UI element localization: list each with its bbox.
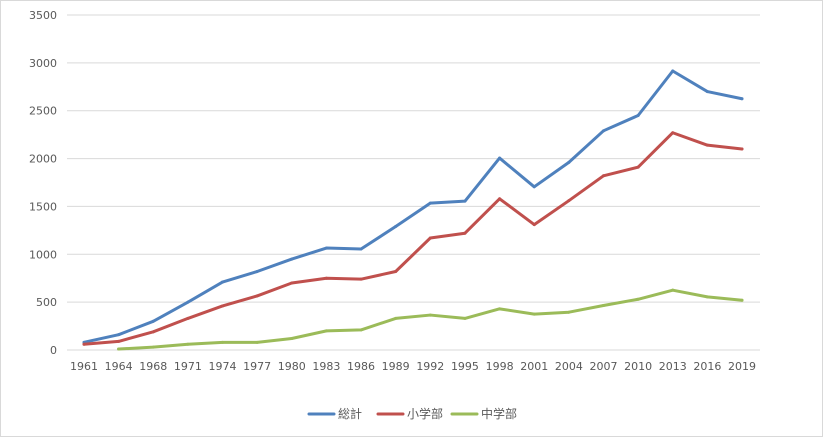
data-point — [740, 97, 744, 101]
data-point — [394, 270, 398, 274]
x-tick-label: 1992 — [416, 360, 444, 373]
x-tick-label: 2010 — [624, 360, 652, 373]
data-point — [324, 246, 328, 250]
y-tick-label: 1000 — [29, 248, 57, 261]
data-point — [463, 316, 467, 320]
data-point — [532, 185, 536, 189]
x-tick-label: 1983 — [312, 360, 340, 373]
data-point — [221, 304, 225, 308]
x-tick-label: 1995 — [451, 360, 479, 373]
y-tick-label: 3000 — [29, 57, 57, 70]
data-point — [636, 165, 640, 169]
legend-label: 小学部 — [407, 406, 443, 421]
y-tick-label: 0 — [50, 344, 57, 357]
y-tick-label: 2500 — [29, 105, 57, 118]
data-point — [290, 257, 294, 261]
data-point — [498, 307, 502, 311]
x-tick-label: 1964 — [105, 360, 133, 373]
data-point — [671, 288, 675, 292]
data-point — [290, 281, 294, 285]
series-lines — [82, 69, 744, 351]
x-tick-label: 2004 — [555, 360, 583, 373]
data-point — [740, 147, 744, 151]
data-point — [601, 174, 605, 178]
x-tick-label: 1968 — [139, 360, 167, 373]
data-point — [532, 223, 536, 227]
x-tick-label: 1986 — [347, 360, 375, 373]
data-point — [740, 298, 744, 302]
x-tick-label: 2016 — [693, 360, 721, 373]
data-point — [324, 329, 328, 333]
y-axis: 0 500 1000 1500 2000 2500 3000 3500 — [29, 9, 57, 357]
data-point — [255, 270, 259, 274]
data-point — [290, 337, 294, 341]
x-tick-label: 1977 — [243, 360, 271, 373]
x-tick-label: 2019 — [728, 360, 756, 373]
data-point — [705, 90, 709, 94]
legend: 総計 小学部 中学部 — [307, 406, 517, 421]
data-point — [186, 316, 190, 320]
data-point — [186, 300, 190, 304]
data-point — [394, 316, 398, 320]
data-point — [601, 129, 605, 133]
y-tick-label: 2000 — [29, 153, 57, 166]
legend-label: 中学部 — [481, 406, 517, 421]
legend-label: 総計 — [338, 406, 362, 421]
data-point — [705, 143, 709, 147]
y-tick-label: 1500 — [29, 200, 57, 213]
data-point — [601, 303, 605, 307]
data-point — [498, 197, 502, 201]
x-tick-label: 1971 — [174, 360, 202, 373]
data-point — [151, 330, 155, 334]
data-point — [117, 333, 121, 337]
series-line-1 — [82, 131, 744, 346]
data-point — [498, 156, 502, 160]
data-point — [428, 236, 432, 240]
data-point — [567, 310, 571, 314]
data-point — [463, 199, 467, 203]
data-point — [463, 231, 467, 235]
data-point — [82, 342, 86, 346]
data-point — [117, 339, 121, 343]
data-point — [705, 295, 709, 299]
x-tick-label: 2001 — [520, 360, 548, 373]
data-point — [359, 277, 363, 281]
data-point — [186, 342, 190, 346]
data-point — [255, 294, 259, 298]
data-point — [394, 225, 398, 229]
data-point — [532, 312, 536, 316]
data-point — [221, 280, 225, 284]
y-tick-label: 500 — [36, 296, 57, 309]
data-point — [636, 297, 640, 301]
data-point — [117, 347, 121, 351]
x-tick-label: 1998 — [486, 360, 514, 373]
x-axis: 1961 1964 1968 1971 1974 1977 1980 1983 1986 1989… — [70, 360, 756, 373]
data-point — [359, 328, 363, 332]
series-line-2 — [117, 288, 744, 351]
data-point — [151, 319, 155, 323]
series-line-0 — [82, 69, 744, 344]
x-tick-label: 1980 — [278, 360, 306, 373]
y-tick-label: 3500 — [29, 9, 57, 22]
data-point — [151, 345, 155, 349]
data-point — [671, 131, 675, 135]
x-tick-label: 2007 — [589, 360, 617, 373]
gridlines — [67, 14, 760, 351]
data-point — [359, 247, 363, 251]
data-point — [324, 276, 328, 280]
data-point — [428, 201, 432, 205]
x-tick-label: 1961 — [70, 360, 98, 373]
x-tick-label: 1989 — [382, 360, 410, 373]
data-point — [255, 340, 259, 344]
data-point — [671, 69, 675, 73]
x-tick-label: 1974 — [209, 360, 237, 373]
data-point — [221, 340, 225, 344]
data-point — [567, 199, 571, 203]
data-point — [567, 160, 571, 164]
data-point — [636, 114, 640, 117]
data-point — [428, 313, 432, 317]
x-tick-label: 2013 — [659, 360, 687, 373]
